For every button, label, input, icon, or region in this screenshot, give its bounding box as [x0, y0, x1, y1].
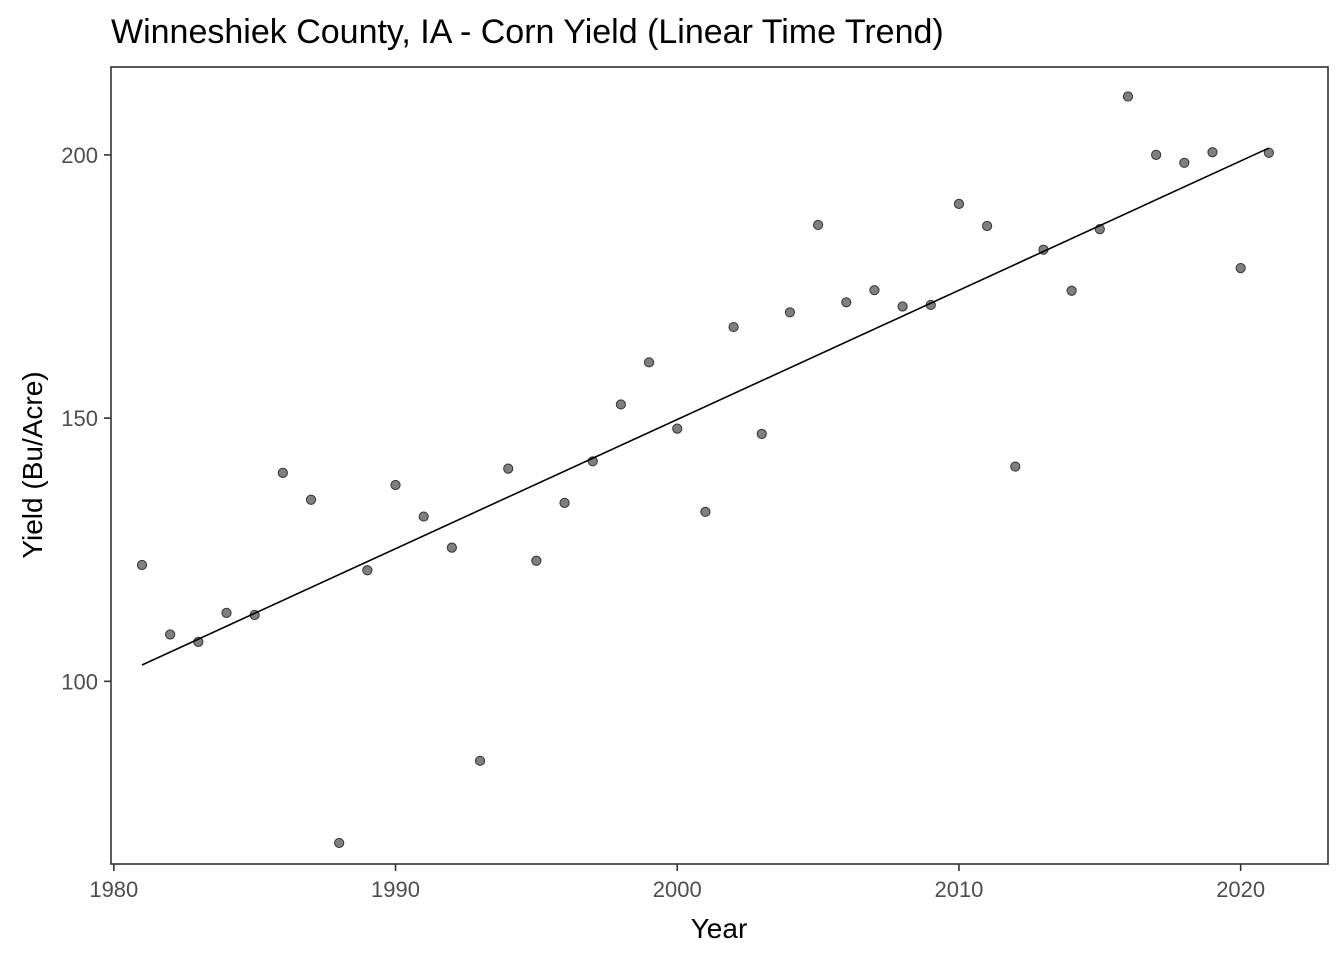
y-axis: 100 150 200 — [61, 143, 111, 694]
y-tick-label: 150 — [61, 406, 98, 431]
data-point — [474, 755, 486, 766]
x-axis-title: Year — [691, 913, 748, 944]
data-point — [841, 297, 852, 308]
data-point — [1122, 91, 1134, 102]
data-point — [672, 423, 683, 434]
data-point — [418, 511, 429, 522]
data-point — [390, 479, 401, 491]
data-point — [531, 555, 542, 566]
data-point — [136, 559, 148, 571]
data-point — [1235, 262, 1246, 274]
x-tick-label: 2020 — [1216, 877, 1265, 902]
data-point — [362, 565, 373, 576]
data-point — [334, 837, 345, 849]
trend-line-group — [141, 147, 1270, 666]
data-point — [812, 219, 824, 231]
data-point — [503, 463, 514, 474]
data-point — [1066, 285, 1077, 296]
data-point — [165, 629, 176, 640]
data-point — [446, 542, 457, 553]
data-point — [305, 494, 317, 505]
data-points — [136, 91, 1274, 849]
data-point — [615, 399, 627, 410]
data-point — [643, 357, 655, 368]
data-point — [221, 607, 232, 618]
data-point — [1179, 157, 1190, 168]
data-point — [784, 307, 796, 318]
data-point — [559, 497, 570, 508]
trend-line — [141, 147, 1270, 666]
data-point — [756, 428, 767, 440]
data-point — [728, 321, 739, 333]
y-axis-title: Yield (Bu/Acre) — [17, 371, 48, 558]
x-tick-label: 1980 — [89, 877, 138, 902]
data-point — [1010, 461, 1021, 472]
data-point — [869, 285, 880, 296]
data-point — [277, 467, 288, 478]
chart-title: Winneshiek County, IA - Corn Yield (Line… — [111, 13, 944, 51]
x-axis: 1980 1990 2000 2010 2020 — [89, 864, 1265, 902]
x-tick-label: 2010 — [934, 877, 983, 902]
plot-panel-border — [110, 66, 1329, 865]
data-point — [982, 220, 993, 232]
data-point — [953, 198, 965, 209]
y-tick-label: 200 — [61, 143, 98, 168]
y-tick-label: 100 — [61, 669, 98, 694]
data-point — [1207, 147, 1218, 158]
data-point — [700, 506, 711, 517]
data-point — [1151, 149, 1162, 161]
x-tick-label: 2000 — [653, 877, 702, 902]
data-point — [897, 301, 908, 312]
x-tick-label: 1990 — [371, 877, 420, 902]
